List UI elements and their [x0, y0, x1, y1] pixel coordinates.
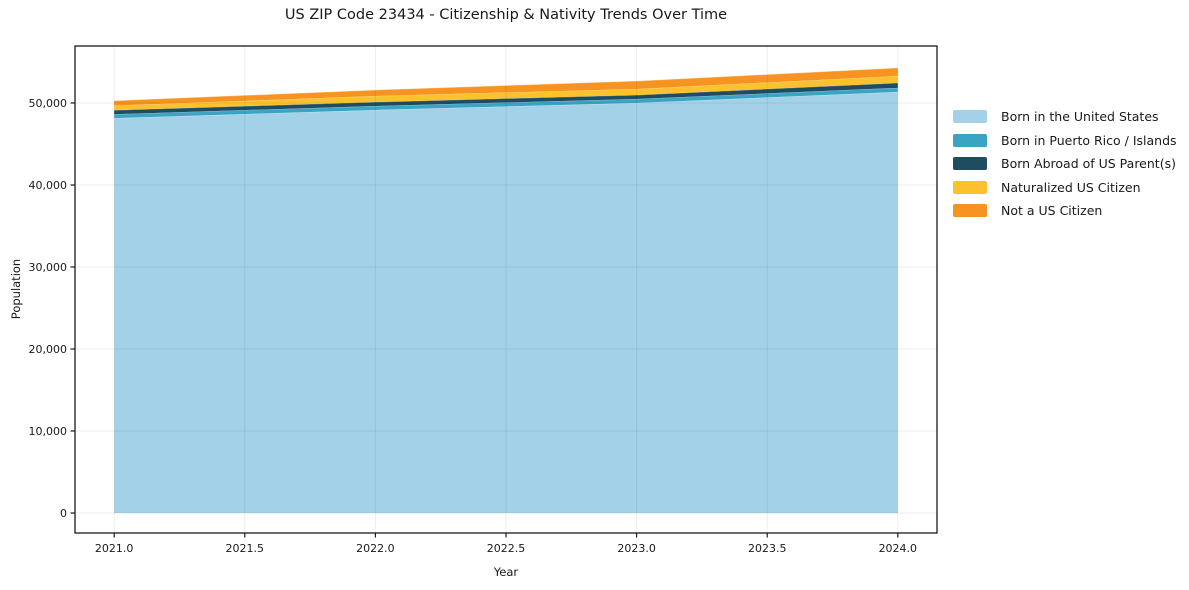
legend-label: Born in the United States [1001, 109, 1159, 125]
legend-item-not-citizen: Not a US Citizen [953, 199, 1177, 223]
y-tick-label: 50,000 [29, 97, 68, 110]
legend-item-born-abroad: Born Abroad of US Parent(s) [953, 152, 1177, 176]
x-axis-label: Year [493, 565, 519, 579]
legend-swatch-puerto-rico [953, 133, 987, 147]
area-born-in-the-united-states [114, 91, 898, 513]
legend-swatch-not-citizen [953, 204, 987, 218]
legend-label: Naturalized US Citizen [1001, 179, 1141, 195]
y-tick-label: 0 [60, 507, 67, 520]
legend-label: Born in Puerto Rico / Islands [1001, 132, 1177, 148]
area-born-abroad-of-us-parent-s [114, 82, 898, 115]
x-tick-label: 2021.0 [95, 542, 134, 555]
x-tick-label: 2021.5 [226, 542, 265, 555]
legend: Born in the United States Born in Puerto… [953, 105, 1177, 223]
x-tick-label: 2023.5 [748, 542, 787, 555]
y-tick-label: 30,000 [29, 261, 68, 274]
y-axis-label: Population [9, 258, 23, 320]
y-tick-label: 40,000 [29, 179, 68, 192]
y-tick-label: 20,000 [29, 343, 68, 356]
x-tick-label: 2024.0 [879, 542, 918, 555]
area-not-a-us-citizen [114, 67, 898, 106]
legend-label: Not a US Citizen [1001, 203, 1103, 219]
chart-title: US ZIP Code 23434 - Citizenship & Nativi… [284, 7, 728, 23]
area-naturalized-us-citizen [114, 75, 898, 111]
legend-item-born-us: Born in the United States [953, 105, 1177, 129]
legend-label: Born Abroad of US Parent(s) [1001, 156, 1176, 172]
legend-swatch-naturalized [953, 180, 987, 194]
x-tick-label: 2022.5 [487, 542, 526, 555]
legend-item-puerto-rico: Born in Puerto Rico / Islands [953, 129, 1177, 153]
x-tick-label: 2022.0 [356, 542, 395, 555]
legend-item-naturalized: Naturalized US Citizen [953, 176, 1177, 200]
legend-swatch-born-abroad [953, 157, 987, 171]
legend-swatch-born-us [953, 110, 987, 124]
y-tick-label: 10,000 [29, 425, 68, 438]
area-born-in-puerto-rico-islands [114, 87, 898, 119]
area-edge-not-a-us-citizen [114, 67, 898, 102]
x-tick-label: 2023.0 [617, 542, 656, 555]
